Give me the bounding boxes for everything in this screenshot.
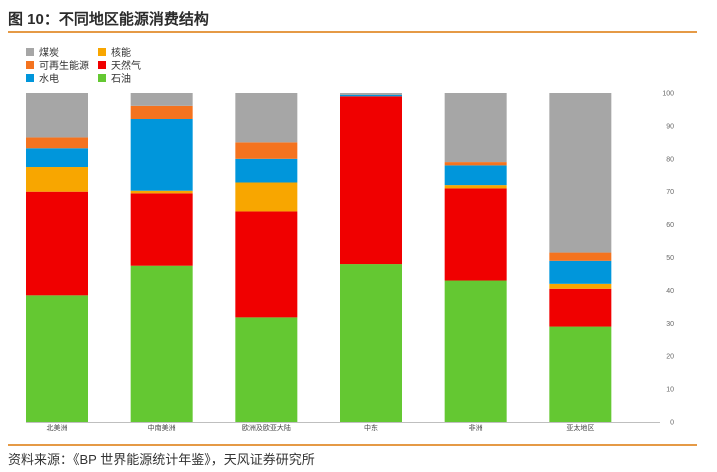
bar-segment — [26, 295, 88, 422]
x-tick-label: 非洲 — [469, 423, 483, 432]
y-tick-label: 60 — [666, 222, 674, 229]
bar-segment — [130, 118, 193, 191]
bar-segment — [130, 265, 193, 422]
y-tick-label: 0 — [670, 420, 674, 427]
x-tick-label: 北美洲 — [47, 423, 68, 432]
bar-segment — [444, 188, 507, 281]
legend-item: 石油 — [98, 70, 131, 85]
y-tick-label: 20 — [666, 354, 674, 361]
legend-label: 水电 — [39, 74, 59, 85]
header-divider — [8, 31, 697, 33]
legend-label: 核能 — [111, 48, 131, 59]
legend-label: 天然气 — [111, 61, 141, 72]
legend-swatch — [98, 47, 106, 56]
y-tick-label: 40 — [666, 288, 674, 295]
legend-label: 煤炭 — [39, 48, 59, 59]
bar-segment — [340, 264, 402, 422]
bar-segment — [549, 288, 612, 327]
legend-item: 煤炭 — [26, 44, 59, 59]
bar-segment — [235, 142, 298, 159]
legend-swatch — [98, 60, 106, 69]
bar-segment — [549, 252, 612, 261]
bar-segment — [549, 260, 612, 284]
y-tick-label: 50 — [666, 255, 674, 262]
bar-segment — [549, 326, 612, 422]
bar-segment — [26, 93, 88, 138]
bar-segment — [26, 137, 88, 149]
bar-segment — [444, 165, 507, 186]
bar-segment — [235, 158, 298, 183]
chart-title: 图 10：不同地区能源消费结构 — [8, 11, 209, 28]
x-tick-label: 亚太地区 — [566, 423, 594, 432]
bar-segment — [340, 94, 402, 97]
bar-segment — [26, 191, 88, 296]
bar-segment — [235, 93, 298, 143]
legend-swatch — [26, 73, 34, 82]
legend-swatch — [26, 60, 34, 69]
y-tick-label: 100 — [662, 91, 674, 98]
x-tick-label: 中东 — [364, 423, 378, 432]
bar-segment — [26, 148, 88, 168]
bar-segment — [130, 93, 193, 106]
bar-segment — [444, 185, 507, 189]
y-tick-label: 80 — [666, 156, 674, 163]
bar-segment — [235, 211, 298, 318]
bar-segment — [444, 280, 507, 422]
bar-segment — [549, 93, 612, 253]
bar-segment — [130, 193, 193, 266]
y-tick-label: 70 — [666, 189, 674, 196]
y-tick-label: 30 — [666, 321, 674, 328]
y-tick-label: 10 — [666, 387, 674, 394]
y-tick-label: 90 — [666, 123, 674, 130]
bar-segment — [26, 167, 88, 192]
legend-label: 石油 — [111, 74, 131, 85]
x-tick-label: 中南美洲 — [148, 423, 176, 432]
legend-item: 天然气 — [98, 57, 141, 72]
footer-divider — [8, 444, 697, 446]
bar-segment — [340, 96, 402, 265]
legend-item: 水电 — [26, 70, 59, 85]
bar-segment — [235, 317, 298, 422]
source-note: 资料来源：《BP 世界能源统计年鉴》，天风证券研究所 — [8, 452, 315, 467]
bar-segment — [444, 162, 507, 166]
legend-swatch — [26, 47, 34, 56]
x-tick-label: 欧洲及欧亚大陆 — [242, 423, 291, 432]
bar-segment — [549, 283, 612, 289]
bar-segment — [130, 105, 193, 119]
legend-item: 可再生能源 — [26, 57, 89, 72]
legend-swatch — [98, 73, 106, 82]
bar-segment — [340, 93, 402, 95]
legend-label: 可再生能源 — [39, 61, 89, 72]
legend-item: 核能 — [98, 44, 131, 59]
bar-segment — [130, 190, 193, 194]
bar-segment — [235, 182, 298, 212]
bar-segment — [444, 93, 507, 163]
